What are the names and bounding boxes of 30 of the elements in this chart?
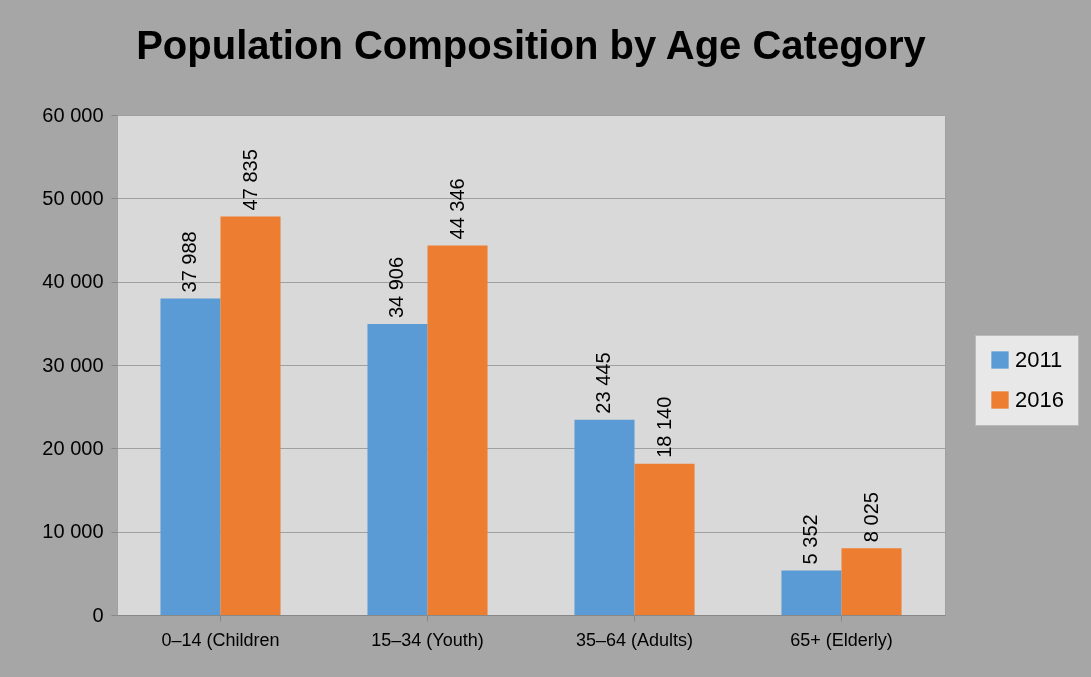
x-tick-label: 15–34 (Youth) [371,629,484,650]
data-label: 23 445 [592,352,615,414]
data-label: 34 906 [385,256,408,319]
bar [841,548,902,615]
bar [574,419,635,615]
x-tick-label: 0–14 (Children [161,629,280,650]
chart-title: Population Composition by Age Category [136,23,927,67]
bar [220,216,281,615]
data-label: 44 346 [445,178,468,240]
x-tick-label: 65+ (Elderly) [790,629,893,650]
data-label: 5 352 [799,514,822,565]
y-tick-label: 20 000 [42,436,104,459]
data-label: 47 835 [238,149,261,211]
bar [634,463,695,615]
y-tick-label: 30 000 [42,353,104,376]
data-label: 18 140 [652,396,675,458]
y-tick-label: 50 000 [42,186,104,209]
x-tick-label: 35–64 (Adults) [575,629,694,650]
legend-label: 2016 [1015,387,1064,412]
bar [427,245,488,615]
y-tick-label: 10 000 [42,520,104,543]
bar [367,324,428,615]
y-tick-label: 0 [92,603,104,626]
data-label: 8 025 [859,492,882,543]
y-tick-label: 40 000 [42,270,104,293]
y-tick-label: 60 000 [42,103,104,126]
legend-label: 2011 [1015,347,1063,372]
bar [160,298,221,615]
bar [781,570,842,615]
data-label: 37 988 [178,231,201,293]
